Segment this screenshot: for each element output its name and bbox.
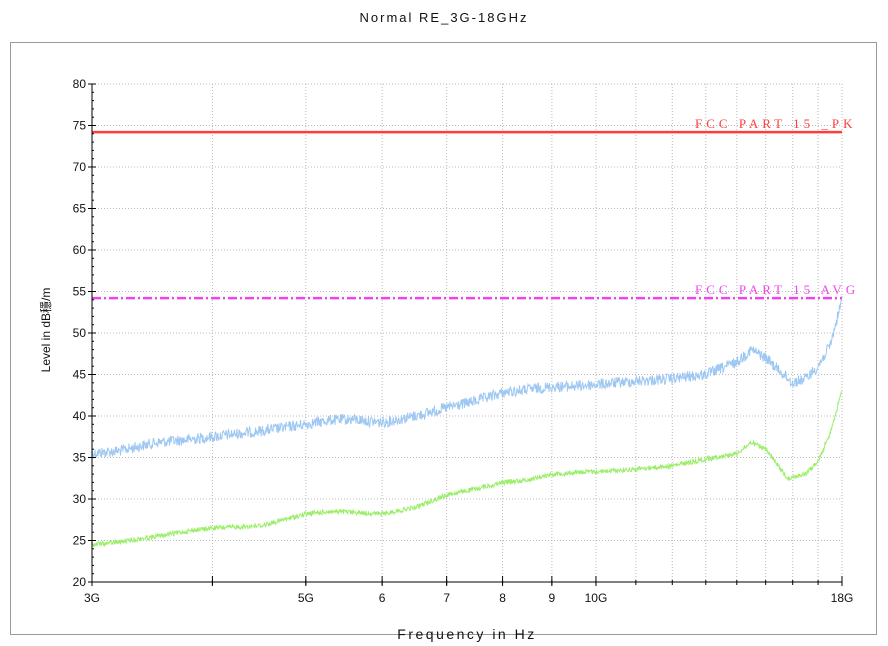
y-axis-label: Level in dB穩/m xyxy=(39,288,53,373)
y-tick-label: 35 xyxy=(73,451,87,465)
y-tick-label: 65 xyxy=(73,202,87,216)
x-tick-label: 18G xyxy=(831,591,854,605)
y-tick-label: 40 xyxy=(73,409,87,423)
y-tick-label: 30 xyxy=(73,492,87,506)
y-tick-label: 75 xyxy=(73,119,87,133)
chart-frame xyxy=(10,42,877,635)
grid xyxy=(92,83,843,582)
x-tick-label: 6 xyxy=(379,591,386,605)
y-tick-label: 70 xyxy=(73,160,87,174)
x-tick-label: 8 xyxy=(499,591,506,605)
x-tick-label: 3G xyxy=(84,591,100,605)
y-tick-label: 25 xyxy=(73,534,87,548)
x-tick-label: 5G xyxy=(298,591,314,605)
y-tick-label: 60 xyxy=(73,243,87,257)
series-group xyxy=(91,296,843,547)
x-tick-label: 9 xyxy=(549,591,556,605)
axes: 20 25 30 35 40 45 50 55 60 65 70 75 80 3G 5G 6 7 8 9 10G 18G xyxy=(73,77,854,605)
y-tick-label: 55 xyxy=(73,285,87,299)
y-tick-label: 50 xyxy=(73,326,87,340)
limit-label-1: FCC PART 15 _PK xyxy=(695,116,856,131)
y-tick-label: 80 xyxy=(73,77,87,91)
y-tick-label: 45 xyxy=(73,368,87,382)
x-tick-label: 7 xyxy=(443,591,450,605)
limit-label-2: FCC PART 15 AVG xyxy=(695,282,859,297)
x-tick-label: 10G xyxy=(585,591,608,605)
chart-title: Normal RE_3G-18GHz xyxy=(359,10,529,25)
limit-lines: FCC PART 15 _PK FCC PART 15 AVG xyxy=(92,116,859,300)
series-line-2 xyxy=(91,389,843,547)
x-axis-label: Frequency in Hz xyxy=(397,626,536,642)
y-tick-label: 20 xyxy=(73,575,87,589)
series-line-1 xyxy=(91,296,843,459)
